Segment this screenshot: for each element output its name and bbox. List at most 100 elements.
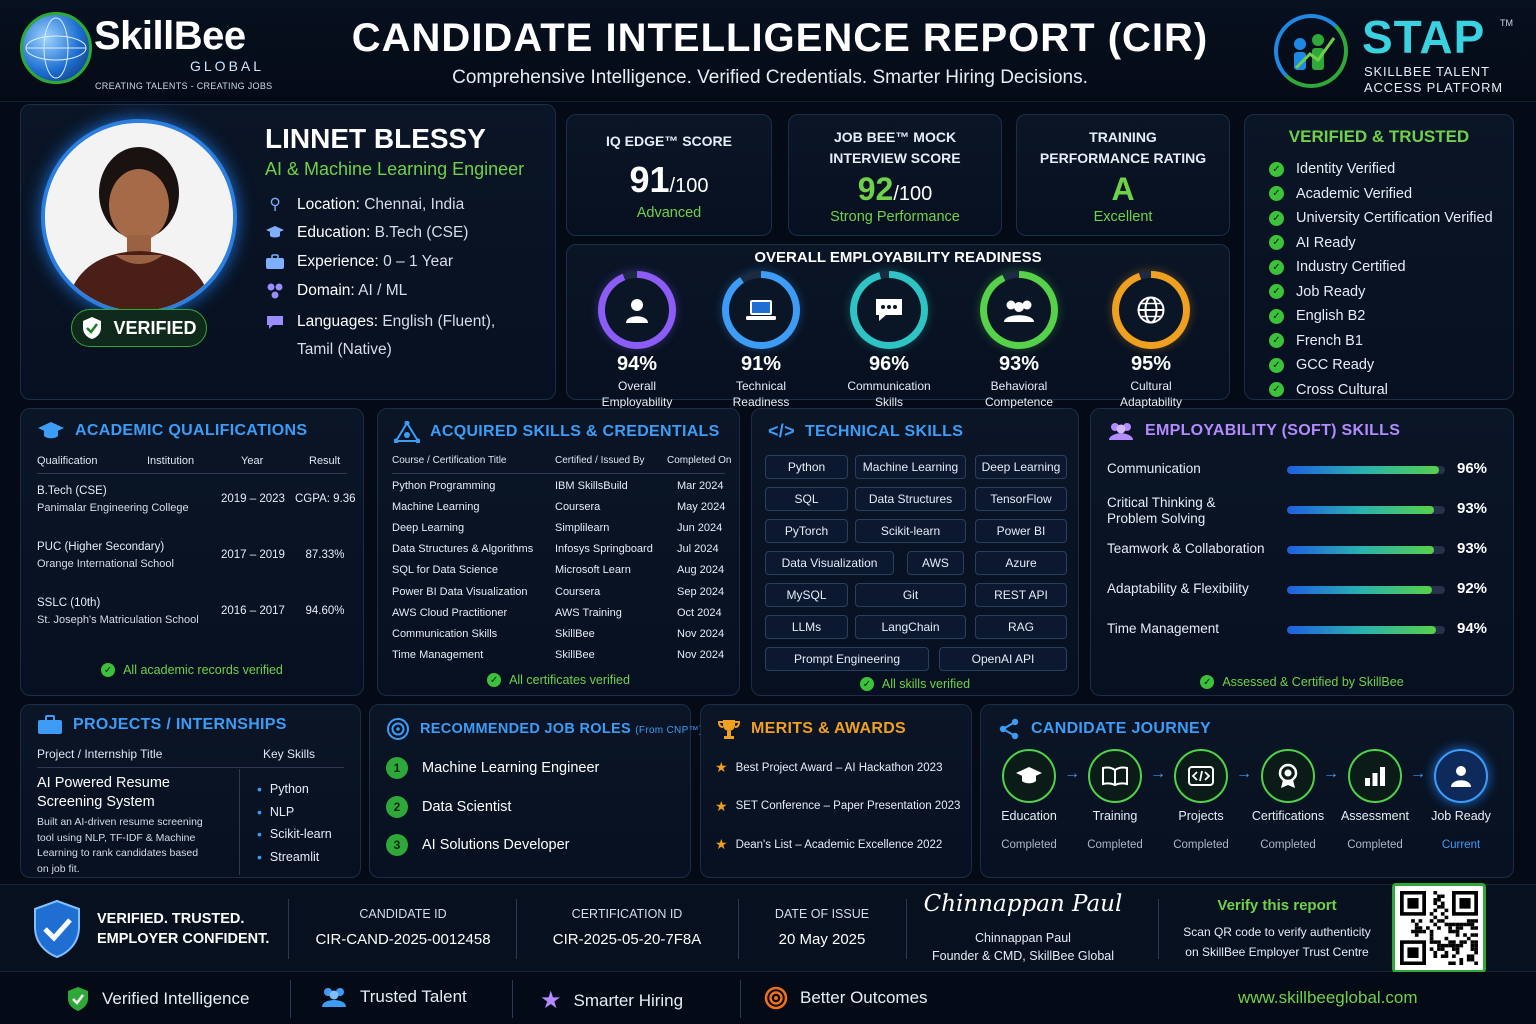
bar-chart-icon: [1348, 749, 1402, 803]
academic-result: 94.60%: [305, 605, 345, 617]
journey-step-status: Completed: [1087, 839, 1143, 851]
tech-skill-tag: AWS: [907, 551, 964, 575]
course-date: Sep 2024: [677, 585, 725, 598]
medal-icon: [1261, 749, 1315, 803]
divider: [906, 899, 907, 959]
check-icon: ✓: [1269, 308, 1284, 324]
briefcase-icon: [265, 254, 285, 270]
check-icon: ✓: [1269, 284, 1284, 299]
journey-step-status: Completed: [1260, 839, 1316, 851]
qr-code[interactable]: [1392, 883, 1486, 973]
date-value: 20 May 2025: [778, 931, 866, 948]
readiness-pct: 96%: [868, 353, 910, 375]
col-course: Course / Certification Title: [392, 455, 507, 466]
divider: [37, 767, 344, 768]
verified-item: ✓ Industry Certified: [1269, 259, 1406, 275]
journey-step-status: Completed: [1001, 839, 1057, 851]
tech-skill-tag: Data Structures: [855, 487, 966, 511]
job-role-item: 1 Machine Learning Engineer: [386, 757, 599, 779]
signature: Chinnappan Paul: [923, 891, 1123, 917]
academic-qualification: SSLC (10th): [37, 597, 101, 609]
logo-sub: GLOBAL: [190, 58, 265, 74]
verified-item-label: English B2: [1296, 308, 1366, 324]
stap-logo-icon: [1274, 14, 1348, 88]
target-icon: [764, 986, 788, 1010]
signer-name: Chinnappan Paul: [975, 931, 1071, 945]
footer: Verified Intelligence Trusted Talent ★ S…: [0, 972, 1536, 1024]
graduation-cap-icon: [37, 421, 65, 441]
course-issuer: Coursera: [555, 585, 601, 598]
tech-skill-tag: Prompt Engineering: [765, 647, 929, 671]
journey-step-label: Certifications: [1251, 809, 1325, 823]
readiness-label: Behavioral: [990, 379, 1048, 393]
bullet-icon: •: [257, 781, 262, 797]
tech-skill-tag: Python: [765, 455, 848, 479]
check-icon: ✓: [1269, 357, 1284, 373]
score-value: 91/100: [629, 159, 709, 200]
share-nodes-icon: [997, 717, 1021, 741]
certification-id-label: CERTIFICATION ID: [571, 907, 683, 921]
divider: [290, 980, 291, 1018]
footer-smarter-hiring: ★ Smarter Hiring: [540, 987, 684, 1014]
divider: [512, 980, 513, 1018]
academic-qualification: PUC (Higher Secondary): [37, 541, 165, 553]
course-date: Jul 2024: [677, 543, 719, 556]
check-icon: ✓: [1269, 333, 1284, 348]
project-title: AI Powered Resume: [37, 775, 170, 791]
verified-item-label: GCC Ready: [1296, 357, 1375, 373]
journey-step-label: Job Ready: [1431, 809, 1491, 823]
readiness-item: 95% Cultural Adaptability: [1092, 269, 1210, 409]
skillbee-globe-logo: [20, 12, 92, 84]
tech-skill-tag: Git: [855, 583, 966, 607]
soft-skill-bar: [1287, 466, 1445, 474]
bullet-icon: •: [257, 803, 262, 820]
logo-tagline: CREATING TALENTS - CREATING JOBS: [95, 81, 273, 91]
verified-item: ✓ GCC Ready: [1269, 357, 1374, 373]
number-badge: 1: [386, 757, 408, 779]
bullet-icon: •: [257, 848, 262, 865]
job-roles-card: RECOMMENDED JOB ROLES (From CNP™) 1 Machi…: [369, 704, 702, 878]
check-icon: ✓: [1269, 210, 1284, 226]
score-rating: Strong Performance: [830, 209, 960, 225]
merit-label: Best Project Award – AI Hackathon 2023: [735, 761, 943, 774]
verified-item-label: Job Ready: [1296, 283, 1366, 300]
course-issuer: SkillBee: [555, 648, 595, 661]
stap-line2: ACCESS PLATFORM: [1364, 80, 1503, 95]
soft-skill-bar: [1287, 626, 1445, 634]
journey-step-label: Assessment: [1340, 809, 1410, 823]
course-date: Oct 2024: [677, 606, 722, 619]
technical-title: </> TECHNICAL SKILLS: [768, 421, 964, 441]
course-issuer: IBM SkillsBuild: [555, 480, 628, 492]
course-title: Time Management: [392, 648, 484, 661]
verify-line1: Scan QR code to verify authenticity: [1183, 925, 1371, 939]
course-title: Deep Learning: [392, 522, 465, 535]
divider: [738, 899, 739, 959]
website-link[interactable]: www.skillbeeglobal.com: [1238, 988, 1418, 1007]
tech-skill-tag: Power BI: [975, 519, 1067, 543]
star-icon: ★: [540, 987, 562, 1014]
star-icon: ★: [715, 836, 728, 852]
col-institution: Institution: [147, 455, 195, 467]
footer-verified-intelligence: Verified Intelligence: [66, 986, 249, 1012]
candidate-role: AI & Machine Learning Engineer: [265, 159, 525, 179]
certification-id-value: CIR-2025-05-20-7F8A: [552, 931, 702, 948]
chat-icon: [265, 314, 285, 330]
readiness-label-2: Employability: [601, 395, 673, 409]
course-issuer: AWS Training: [555, 606, 622, 619]
readiness-item: 96% Communication Skills: [830, 269, 948, 409]
code-icon: [1174, 749, 1228, 803]
readiness-pct: 94%: [616, 353, 658, 375]
tech-skill-tag: Azure: [975, 551, 1067, 575]
academic-year: 2016 – 2017: [221, 605, 285, 617]
project-skill: • Python: [257, 781, 309, 797]
score-value: 92/100: [857, 171, 933, 207]
tech-skill-tag: LLMs: [765, 615, 848, 639]
score-title-2: INTERVIEW SCORE: [829, 150, 961, 166]
briefcase-icon: [37, 715, 63, 735]
projects-title: PROJECTS / INTERNSHIPS: [37, 715, 287, 735]
project-skill-label: NLP: [269, 804, 295, 819]
soft-skill-bar: [1287, 586, 1445, 594]
graduation-cap-icon: [1002, 749, 1056, 803]
project-skill: • NLP: [257, 804, 294, 820]
soft-skill-pct: 92%: [1457, 580, 1488, 597]
